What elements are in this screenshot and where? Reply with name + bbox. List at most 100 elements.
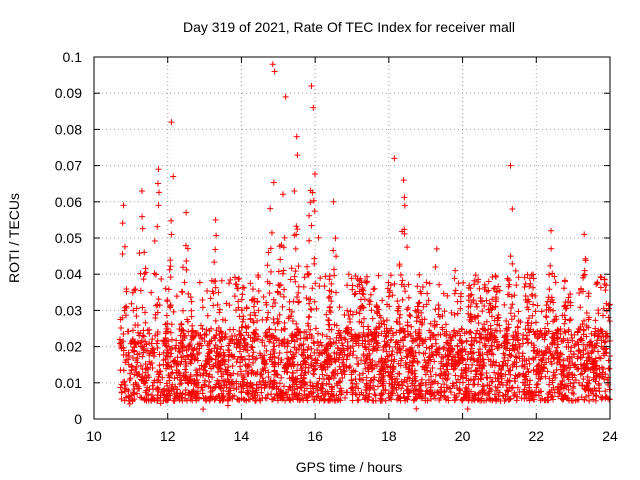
data-point [512, 267, 519, 274]
data-point [427, 396, 434, 403]
data-point [330, 266, 337, 273]
data-point [498, 379, 505, 386]
data-point [148, 360, 155, 367]
data-point [307, 379, 314, 386]
data-point [514, 323, 521, 330]
data-point [413, 336, 420, 343]
data-point [511, 358, 518, 365]
data-point [536, 389, 543, 396]
data-point [291, 381, 298, 388]
data-point [312, 280, 319, 287]
data-point [567, 290, 574, 297]
data-point [266, 383, 273, 390]
data-point [286, 313, 293, 320]
data-point [500, 362, 507, 369]
data-point [328, 288, 335, 295]
data-point [166, 343, 173, 350]
data-point [472, 272, 479, 279]
data-point [245, 390, 252, 397]
data-point [157, 379, 164, 386]
data-point [293, 133, 300, 140]
data-point [335, 396, 342, 403]
data-point [417, 382, 424, 389]
data-point [179, 307, 186, 314]
data-point [405, 365, 412, 372]
data-point [189, 334, 196, 341]
data-point [154, 337, 161, 344]
data-point [516, 388, 523, 395]
data-point [163, 353, 170, 360]
data-point [433, 352, 440, 359]
data-point [369, 366, 376, 373]
data-point [319, 371, 326, 378]
data-point [321, 347, 328, 354]
data-point [506, 377, 513, 384]
data-point [274, 288, 281, 295]
data-point [435, 301, 442, 308]
data-point [271, 383, 278, 390]
data-point [307, 199, 314, 206]
data-point [327, 353, 334, 360]
data-point [485, 390, 492, 397]
data-point [362, 396, 369, 403]
data-point [226, 340, 233, 347]
data-point [344, 307, 351, 314]
data-point [117, 384, 124, 391]
data-point [508, 305, 515, 312]
data-point [288, 265, 295, 272]
data-point [449, 346, 456, 353]
data-point [216, 330, 223, 337]
data-point [543, 359, 550, 366]
data-point [454, 385, 461, 392]
data-point [605, 365, 612, 372]
data-point [311, 298, 318, 305]
data-point [442, 321, 449, 328]
data-point [319, 331, 326, 338]
data-point [394, 298, 401, 305]
data-point [326, 276, 333, 283]
data-point [398, 355, 405, 362]
data-point [362, 386, 369, 393]
data-point [515, 330, 522, 337]
data-point [503, 318, 510, 325]
data-point [589, 361, 596, 368]
data-point [477, 352, 484, 359]
data-point [555, 393, 562, 400]
data-point [274, 371, 281, 378]
data-point [431, 358, 438, 365]
data-point [160, 349, 167, 356]
data-point [150, 353, 157, 360]
data-point [603, 282, 610, 289]
data-point [575, 325, 582, 332]
data-point [506, 367, 513, 374]
data-point [304, 263, 311, 270]
data-point [185, 380, 192, 387]
data-point [403, 353, 410, 360]
data-point [230, 385, 237, 392]
data-point [312, 325, 319, 332]
data-point [206, 378, 213, 385]
data-point [280, 293, 287, 300]
data-point [431, 322, 438, 329]
data-point [207, 355, 214, 362]
data-point [295, 289, 302, 296]
data-point [154, 345, 161, 352]
data-point [241, 284, 248, 291]
data-point [352, 384, 359, 391]
data-point [593, 374, 600, 381]
data-point [155, 189, 162, 196]
data-point [233, 281, 240, 288]
data-point [343, 325, 350, 332]
data-point [399, 382, 406, 389]
data-point [303, 392, 310, 399]
data-point [536, 370, 543, 377]
data-point [460, 370, 467, 377]
data-point [606, 386, 613, 393]
data-point [223, 300, 230, 307]
data-point [470, 349, 477, 356]
data-point [164, 347, 171, 354]
data-point [181, 279, 188, 286]
data-point [505, 324, 512, 331]
data-point [342, 336, 349, 343]
data-point [138, 394, 145, 401]
